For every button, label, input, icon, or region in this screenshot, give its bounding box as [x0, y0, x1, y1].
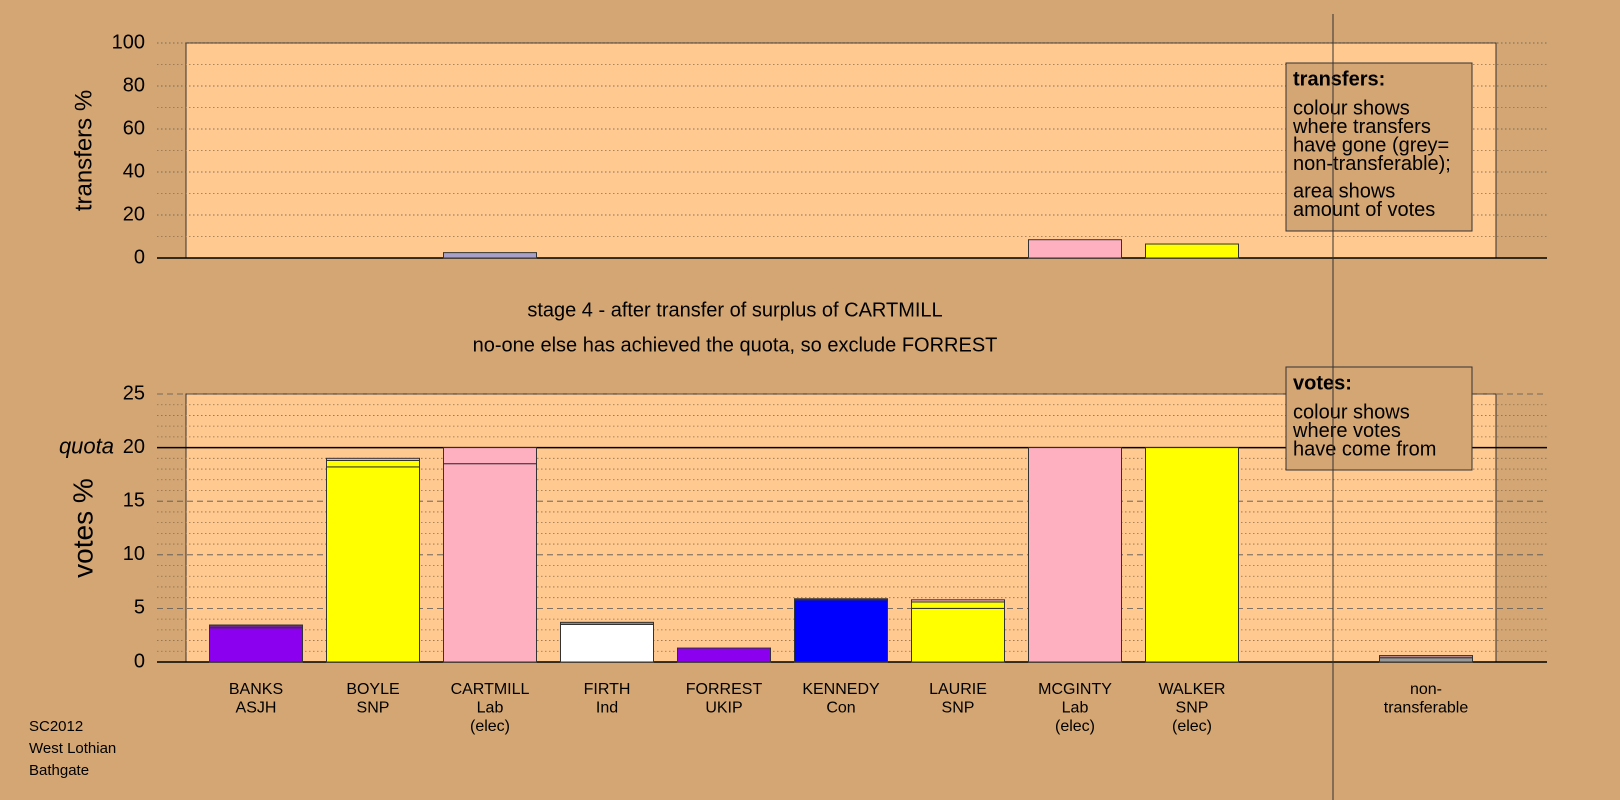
x-tick-label: FIRTH [584, 681, 631, 698]
x-tick-label: BANKS [229, 681, 283, 698]
legend-text: have gone (grey= [1293, 134, 1449, 156]
legend-text: colour shows [1293, 401, 1410, 423]
bar-segment [1028, 239, 1122, 259]
x-tick-label: KENNEDY [802, 681, 880, 698]
y-tick-label: 5 [134, 597, 145, 619]
x-tick-label: Lab [477, 700, 504, 717]
y-axis-label: transfers % [70, 90, 97, 211]
legend-title: votes: [1293, 372, 1352, 394]
x-tick-label: BOYLE [346, 681, 399, 698]
y-axis-label: votes % [67, 478, 98, 578]
x-tick-label: Ind [596, 700, 618, 717]
bar-segment [560, 623, 654, 663]
y-tick-label: 100 [112, 31, 145, 53]
x-tick-label: transferable [1384, 700, 1469, 717]
bar-segment [1379, 655, 1473, 659]
legend-text: area shows [1293, 180, 1395, 202]
bar-segment [1145, 243, 1239, 259]
x-tick-label: LAURIE [929, 681, 987, 698]
footer: SC2012 [29, 718, 83, 735]
bar-segment [443, 447, 537, 465]
stage-title: stage 4 - after transfer of surplus of C… [527, 299, 942, 321]
y-tick-label: 25 [123, 382, 145, 404]
legend-title: transfers: [1293, 68, 1385, 90]
bar-segment [794, 598, 888, 601]
x-tick-label: MCGINTY [1038, 681, 1112, 698]
legend-box [1285, 62, 1473, 232]
bar-segment [1379, 657, 1473, 663]
y-tick-label: 80 [123, 74, 145, 96]
bar-segment [443, 252, 537, 259]
legend-text: non-transferable); [1293, 153, 1451, 175]
bar-segment [911, 601, 1005, 609]
legend-text: where votes [1292, 420, 1401, 442]
legend-text: have come from [1293, 438, 1436, 460]
bar-segment [326, 457, 420, 461]
y-tick-label: 15 [123, 489, 145, 511]
x-tick-label: (elec) [470, 718, 510, 735]
bar-segment [209, 624, 303, 629]
x-tick-label: WALKER [1159, 681, 1226, 698]
bar-segment [911, 599, 1005, 603]
bar-segment [326, 459, 420, 468]
bar-segment [677, 647, 771, 663]
bar-segment [1145, 447, 1239, 663]
footer: West Lothian [29, 740, 116, 757]
x-tick-label: (elec) [1172, 718, 1212, 735]
bar-segment [1028, 447, 1122, 663]
x-tick-label: SNP [942, 700, 975, 717]
x-tick-label: FORREST [686, 681, 763, 698]
x-tick-label: SNP [357, 700, 390, 717]
bar-segment [326, 466, 420, 663]
y-tick-label: 0 [134, 246, 145, 268]
y-tick-label: 0 [134, 650, 145, 672]
x-tick-label: non- [1410, 681, 1442, 698]
stage-note: no-one else has achieved the quota, so e… [473, 334, 998, 356]
footer: Bathgate [29, 762, 89, 779]
x-tick-label: UKIP [705, 700, 742, 717]
bar-segment [443, 463, 537, 663]
legend-text: colour shows [1293, 97, 1410, 119]
x-tick-label: Lab [1062, 700, 1089, 717]
legend-text: where transfers [1292, 116, 1431, 138]
x-tick-label: (elec) [1055, 718, 1095, 735]
y-tick-label: 60 [123, 117, 145, 139]
bar-segment [560, 621, 654, 625]
bar-segment [209, 627, 303, 663]
legend-box [1285, 366, 1473, 471]
bar-segment [911, 607, 1005, 663]
legend-text: amount of votes [1293, 199, 1435, 221]
bar-segment [794, 599, 888, 663]
y-tick-label: 10 [123, 543, 145, 565]
x-tick-label: SNP [1176, 700, 1209, 717]
x-tick-label: ASJH [236, 700, 277, 717]
x-tick-label: Con [826, 700, 855, 717]
y-tick-label: 20 [123, 436, 145, 458]
quota-label: quota [59, 433, 114, 458]
y-tick-label: 40 [123, 160, 145, 182]
x-tick-label: CARTMILL [451, 681, 530, 698]
y-tick-label: 20 [123, 203, 145, 225]
